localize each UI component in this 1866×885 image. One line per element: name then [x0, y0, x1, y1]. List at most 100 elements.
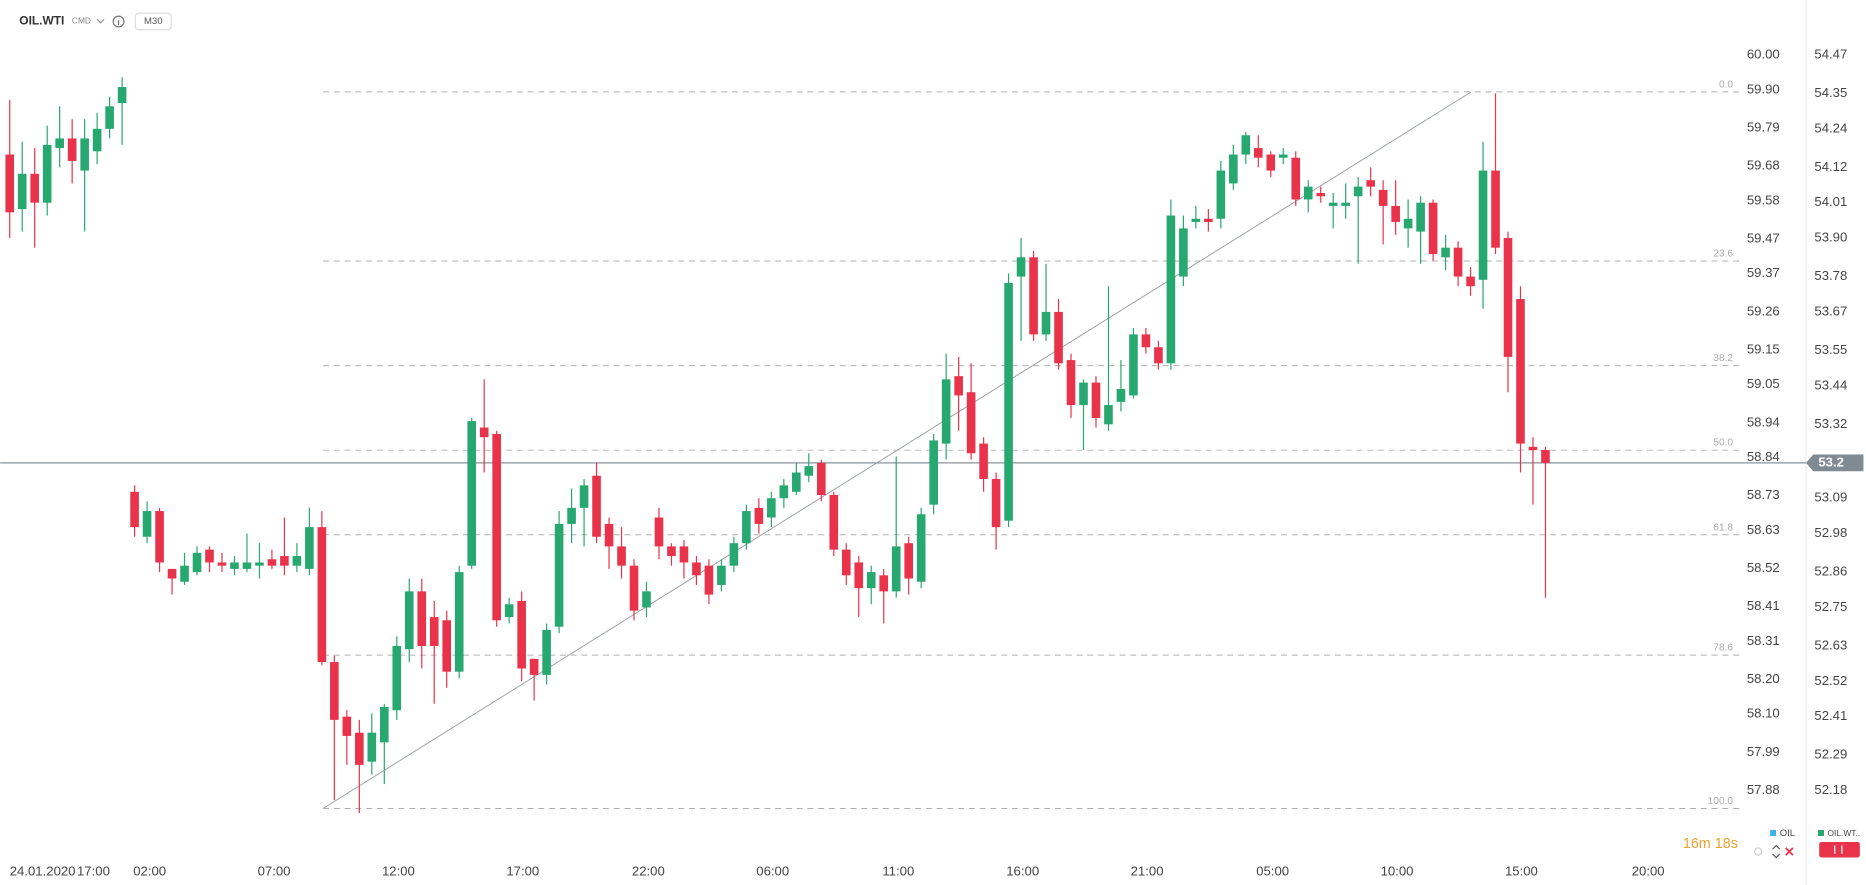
candle-body: [517, 601, 526, 669]
candle-body: [67, 138, 77, 161]
current-price-badge: [1806, 454, 1864, 472]
x-tick-label: 17:00: [506, 863, 539, 878]
candle-body: [704, 565, 714, 595]
candle-body: [1116, 389, 1126, 402]
y-tick-label: 52.41: [1814, 708, 1847, 723]
trade-button[interactable]: [1819, 841, 1860, 858]
y-tick-label: 54.47: [1814, 46, 1847, 61]
candle-body: [155, 511, 164, 563]
candle-body: [1241, 135, 1251, 155]
x-tick-label: 05:00: [1256, 863, 1289, 878]
y2-tick-label: 59.68: [1747, 158, 1780, 173]
candle-body: [729, 543, 739, 566]
candle-body: [1366, 180, 1375, 187]
dropdown-chevron[interactable]: [96, 18, 105, 24]
legend-label[interactable]: OIL: [1780, 828, 1795, 839]
candle-body: [479, 427, 489, 438]
remove-icon[interactable]: [1785, 847, 1794, 856]
timer: 16m 18s: [1683, 836, 1738, 852]
y-tick-label: 54.12: [1814, 159, 1847, 174]
candle-body: [1416, 202, 1425, 232]
candle-body: [792, 472, 801, 492]
y2-tick-label: 59.15: [1747, 341, 1780, 356]
visibility-icon[interactable]: [1754, 847, 1763, 856]
y2-tick-label: 59.90: [1747, 81, 1780, 96]
candle-body: [467, 421, 477, 566]
candle-body: [167, 568, 177, 579]
y-tick-label: 53.32: [1814, 416, 1847, 431]
candle-body: [1191, 218, 1201, 222]
y2-tick-label: 58.73: [1747, 487, 1780, 502]
candle-body: [642, 591, 651, 608]
info-icon[interactable]: [112, 15, 125, 28]
interval: M30: [144, 16, 163, 27]
candle-body: [55, 138, 64, 149]
y-tick-label: 52.52: [1814, 673, 1847, 688]
candle-body: [1229, 154, 1238, 184]
candle-body: [492, 433, 501, 621]
candle-body: [355, 732, 364, 765]
candle-body: [542, 629, 551, 675]
candle-body: [941, 379, 951, 444]
candle-body: [454, 572, 464, 672]
candle-body: [1179, 228, 1188, 277]
y2-tick-label: 59.79: [1747, 119, 1780, 134]
candle-body: [1503, 238, 1513, 357]
x-tick-label: 12:00: [382, 863, 415, 878]
candle-body: [554, 523, 564, 627]
x-tick-label: 06:00: [756, 863, 789, 878]
legend-label[interactable]: OIL.WT..: [1828, 828, 1861, 838]
y-tick-label: 53.44: [1814, 377, 1847, 392]
candle-body: [1403, 218, 1413, 229]
candle-body: [1291, 157, 1301, 200]
candle-body: [305, 527, 314, 569]
candle-body: [142, 511, 152, 537]
candle-body: [180, 565, 189, 582]
candle-body: [1253, 148, 1263, 158]
candle-body: [829, 495, 839, 550]
x-tick-label: 22:00: [632, 863, 665, 878]
candle-body: [1316, 193, 1326, 197]
candle-body: [280, 556, 289, 566]
x-tick-label: 16:00: [1006, 863, 1039, 878]
candle-body: [692, 562, 701, 576]
candle-body: [442, 620, 452, 672]
candle-body: [392, 645, 402, 711]
candle-body: [1079, 382, 1088, 406]
y2-tick-label: 59.37: [1747, 265, 1780, 280]
candle-body: [1516, 299, 1525, 444]
candle-body: [742, 511, 751, 544]
candle-body: [1166, 215, 1176, 364]
candle-body: [105, 106, 114, 129]
fib-level-label: 78.6: [1713, 643, 1733, 654]
candle-body: [205, 549, 214, 563]
y-tick-label: 53.90: [1814, 229, 1847, 244]
candle-body: [1216, 170, 1226, 219]
candle-body: [841, 549, 851, 576]
y2-tick-label: 58.84: [1747, 449, 1780, 464]
candle-body: [816, 462, 826, 496]
fib-level-label: 38.2: [1713, 353, 1733, 364]
candle-body: [292, 556, 302, 566]
x-tick-label: 11:00: [882, 863, 914, 878]
reorder-icon[interactable]: [1772, 844, 1781, 859]
y2-tick-label: 59.05: [1747, 376, 1780, 391]
candle-body: [217, 562, 227, 566]
candle-body: [991, 478, 1001, 528]
legend-swatch: [1818, 829, 1824, 836]
candle-body: [567, 507, 576, 524]
candle-body: [1016, 257, 1026, 277]
candle-body: [866, 572, 876, 589]
y2-tick-label: 58.94: [1747, 414, 1780, 429]
interval-button[interactable]: [134, 12, 172, 31]
y2-tick-label: 58.20: [1747, 671, 1780, 686]
y-tick-label: 52.98: [1814, 525, 1847, 540]
y-tick-label: 52.18: [1814, 782, 1847, 797]
candle-body: [17, 173, 27, 210]
y-tick-label: 53.78: [1814, 268, 1847, 283]
candle-body: [379, 707, 389, 743]
candle-body: [1154, 347, 1163, 364]
candle-body: [767, 498, 776, 518]
